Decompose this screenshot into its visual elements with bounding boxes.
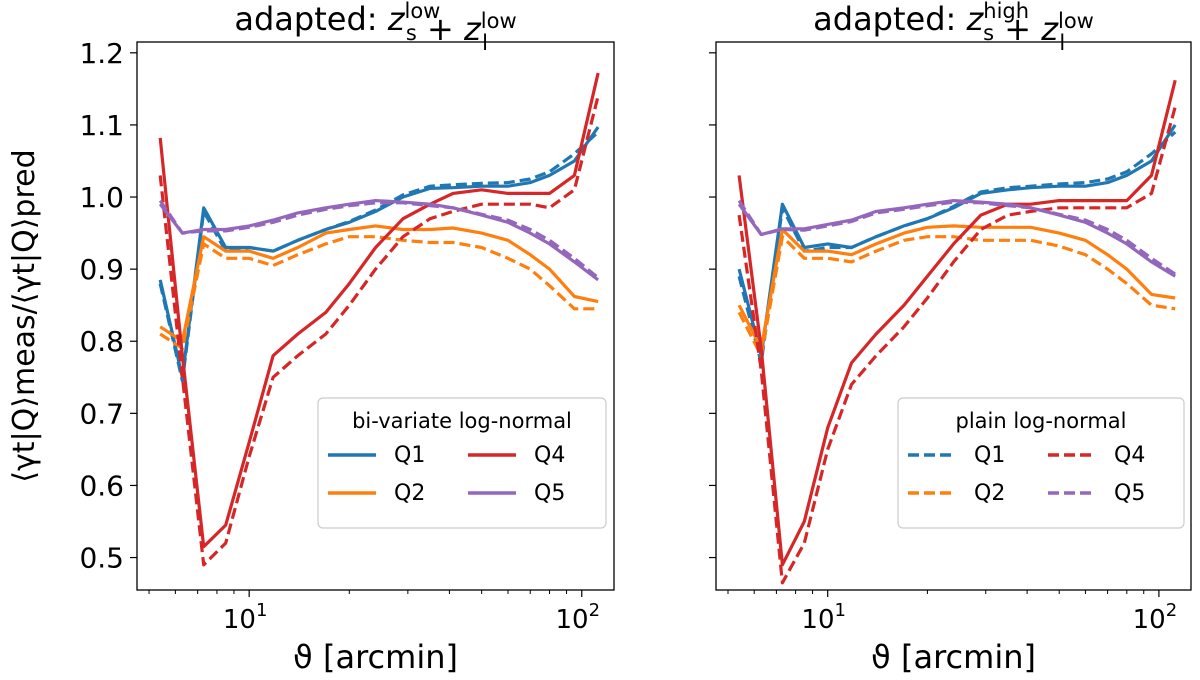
legend: bi-variate log-normal Q1 Q4 Q2 Q5 xyxy=(317,397,607,529)
series-q4-line xyxy=(158,72,600,549)
legend-title: bi-variate log-normal xyxy=(352,409,572,433)
series-q2-dashed-line xyxy=(159,235,599,350)
series-q1-line xyxy=(737,124,1177,358)
chart-title: adapted: zlow s + zlow l xyxy=(234,0,516,55)
series-q2-dashed-line xyxy=(737,235,1176,358)
x-tick-label: 101 xyxy=(223,600,268,635)
legend-label-q4: Q4 xyxy=(534,443,565,468)
legend-label-q2: Q2 xyxy=(394,481,425,506)
panel-2: 101 102 ϑ [arcmin] adapted: zhigh s + zlow l p… xyxy=(709,0,1192,676)
y-tick-label: 0.5 xyxy=(79,542,124,575)
y-tick-label: 0.9 xyxy=(79,253,124,286)
series-q5-dashed-line xyxy=(158,199,600,280)
chart-title: adapted: zhigh s + zlow l xyxy=(813,0,1094,55)
y-axis-label: ⟨γt|Q⟩meas/⟨γt|Q⟩pred xyxy=(7,149,42,482)
series-q4-line xyxy=(737,79,1177,567)
legend-title: plain log-normal xyxy=(955,409,1126,433)
legend-box xyxy=(317,397,607,529)
legend-label-q5: Q5 xyxy=(1114,481,1145,506)
y-tick-label: 0.8 xyxy=(79,325,124,358)
series-group xyxy=(158,72,600,567)
series-q1-line xyxy=(158,126,600,379)
x-axis-label: ϑ [arcmin] xyxy=(293,638,458,676)
series-q5-line xyxy=(158,199,600,282)
x-tick-label: 101 xyxy=(801,600,846,635)
series-group xyxy=(737,79,1177,585)
x-tick-label: 102 xyxy=(1133,600,1178,635)
panel-1: 0.5 0.6 0.7 0.8 0.9 1.0 1.1 1.2 101 102 ϑ [arcmin]… xyxy=(7,0,615,676)
y-tick-label: 1.2 xyxy=(79,37,124,70)
series-q2-line xyxy=(737,224,1176,350)
y-tick-label: 1.1 xyxy=(79,109,124,142)
series-q4-dashed-line xyxy=(737,106,1177,585)
axes-frame xyxy=(136,41,615,591)
legend: plain log-normal Q1 Q4 Q2 Q5 xyxy=(897,397,1185,529)
x-tick-label: 102 xyxy=(555,600,600,635)
y-tick-label: 0.7 xyxy=(79,397,124,430)
legend-label-q1: Q1 xyxy=(974,443,1005,468)
axes-frame xyxy=(715,41,1192,591)
legend-label-q1: Q1 xyxy=(394,443,425,468)
y-tick-label: 1.0 xyxy=(79,181,124,214)
legend-box xyxy=(897,397,1185,529)
series-q4-dashed-line xyxy=(158,95,600,567)
y-tick-label: 0.6 xyxy=(79,469,124,502)
series-q5-line xyxy=(737,199,1177,278)
legend-label-q5: Q5 xyxy=(534,481,565,506)
legend-label-q2: Q2 xyxy=(974,481,1005,506)
legend-label-q4: Q4 xyxy=(1114,443,1145,468)
x-axis-label: ϑ [arcmin] xyxy=(871,638,1036,676)
series-q2-line xyxy=(159,224,599,343)
